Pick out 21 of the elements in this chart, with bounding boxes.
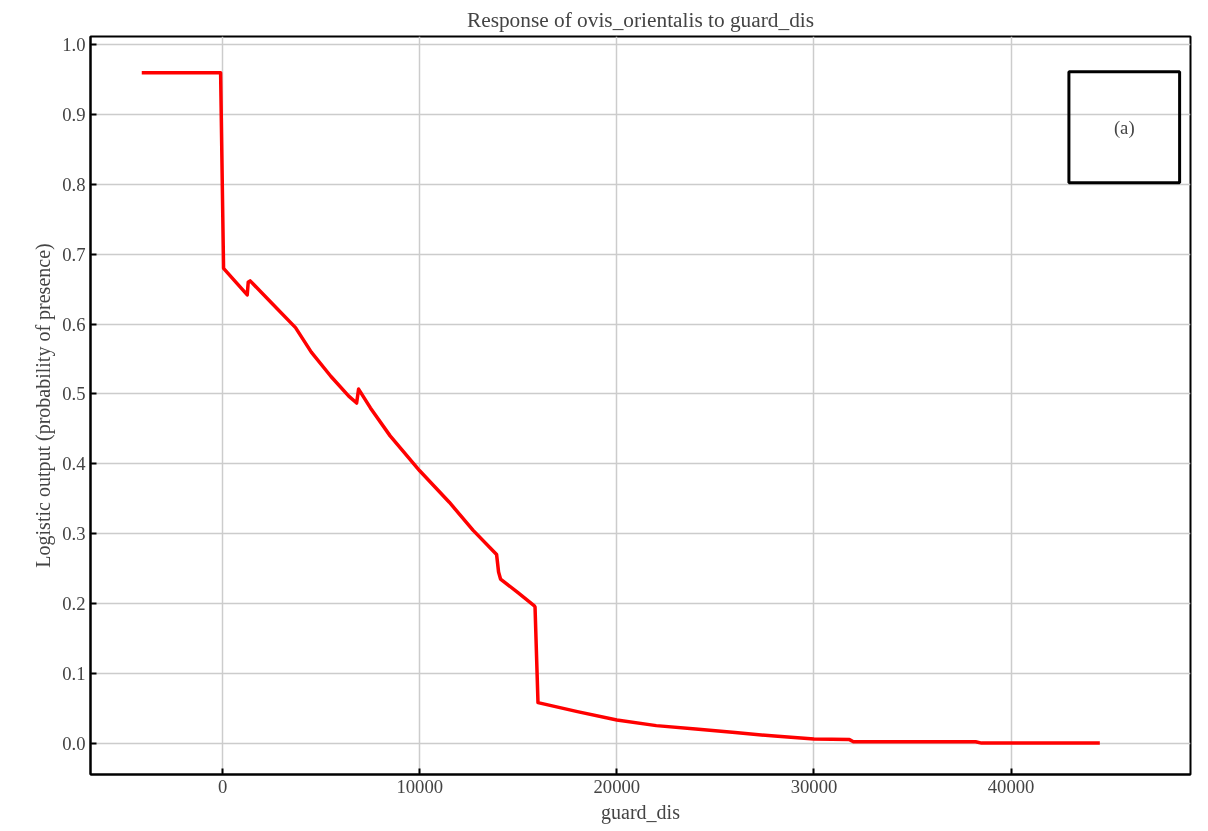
x-tick-label: 40000: [987, 775, 1035, 797]
chart-title: Response of ovis_orientalis to guard_dis: [466, 7, 815, 32]
y-tick-label: 0.6: [62, 313, 86, 335]
x-tick-label: 30000: [790, 775, 838, 797]
y-tick-label: 0.3: [62, 523, 86, 545]
x-tick-label: 0: [217, 775, 228, 797]
annotation: (a): [1113, 116, 1135, 139]
y-tick-label: 0.0: [62, 732, 86, 754]
x-tick-label: 20000: [593, 775, 641, 797]
y-tick-label: 1.0: [62, 34, 86, 56]
y-tick-label: 0.2: [62, 592, 86, 614]
y-tick-label: 0.7: [62, 243, 86, 265]
y-axis-title: Logistic output (probability of presence): [32, 243, 56, 568]
y-tick-label: 0.1: [62, 662, 86, 684]
y-tick-label: 0.5: [62, 383, 86, 405]
y-tick-label: 0.9: [62, 104, 86, 126]
line-series: [140, 71, 1102, 745]
x-axis-title: guard_dis: [601, 800, 681, 824]
y-tick-label: 0.8: [62, 174, 86, 196]
y-tick-label: 0.4: [62, 453, 87, 475]
x-tick-label: 10000: [396, 775, 444, 797]
